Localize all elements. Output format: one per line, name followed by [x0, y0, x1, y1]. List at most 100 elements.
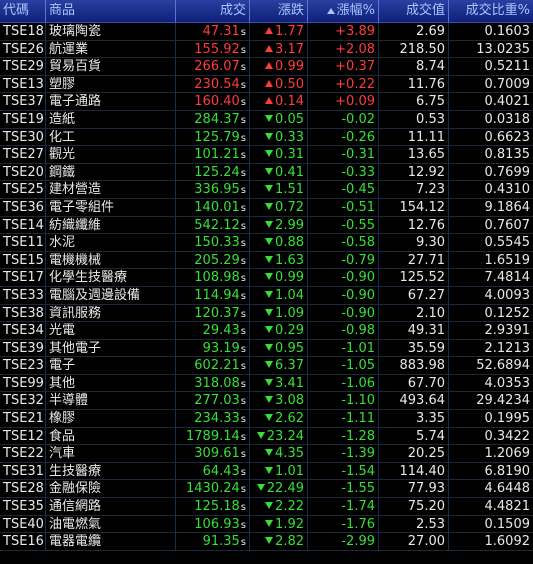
ratio-text: 0.1603 — [484, 24, 531, 39]
table-row[interactable]: TSE40 油電燃氣 106.93s 1.92 -1.76 2.53 0.1509 — [0, 515, 533, 534]
name-text: 電子 — [49, 358, 76, 374]
cell-price: 120.37s — [176, 304, 250, 322]
table-row[interactable]: TSE22 汽車 309.61s 4.35 -1.39 20.25 1.2069 — [0, 445, 533, 463]
cell-code: TSE28 — [0, 480, 46, 498]
table-row[interactable]: TSE32 半導體 277.03s 3.08 -1.10 493.64 29.4234 — [0, 392, 533, 411]
cell-ratio: 0.1252 — [449, 305, 533, 322]
pct-text: -0.98 — [341, 323, 375, 339]
pct-text: +0.09 — [335, 94, 375, 110]
name-text: 建材營造 — [49, 182, 102, 198]
change-text: 3.08 — [275, 393, 304, 409]
cell-price: 101.21s — [176, 146, 250, 163]
cell-pct: +3.89 — [308, 23, 379, 40]
pct-text: -0.58 — [341, 235, 375, 251]
price-text: 140.01 — [194, 199, 240, 215]
table-row[interactable]: TSE33 電腦及週邊設備 114.94s 1.04 -0.90 67.27 4.0093 — [0, 286, 533, 305]
table-row[interactable]: TSE34 光電 29.43s 0.29 -0.98 49.31 2.9391 — [0, 322, 533, 340]
cell-ratio: 7.4814 — [449, 269, 533, 286]
change-text: 0.99 — [275, 270, 304, 286]
price-text: 91.35 — [202, 534, 240, 550]
table-row[interactable]: TSE11 水泥 150.33s 0.88 -0.58 9.30 0.5545 — [0, 234, 533, 252]
table-row[interactable]: TSE37 電子通路 160.40s 0.14 +0.09 6.75 0.4021 — [0, 93, 533, 111]
table-row[interactable]: TSE20 鋼鐵 125.24s 0.41 -0.33 12.92 0.7699 — [0, 163, 533, 182]
cell-code: TSE11 — [0, 234, 46, 251]
table-row[interactable]: TSE38 資訊服務 120.37s 1.09 -0.90 2.10 0.1252 — [0, 304, 533, 323]
change-text: 1.92 — [275, 516, 304, 532]
col-header-ratio[interactable]: 成交比重% — [449, 0, 533, 22]
table-row[interactable]: TSE13 塑膠 230.54s 0.50 +0.22 11.76 0.7009 — [0, 75, 533, 94]
table-row[interactable]: TSE31 生技醫療 64.43s 1.01 -1.54 114.40 6.8190 — [0, 462, 533, 481]
cell-change: 1.92 — [250, 515, 308, 533]
code-text: TSE34 — [3, 323, 44, 339]
name-text: 資訊服務 — [49, 305, 102, 321]
cell-value: 114.40 — [379, 462, 449, 480]
table-row[interactable]: TSE28 金融保險 1430.24s 22.49 -1.55 77.93 4.6448 — [0, 480, 533, 499]
cell-name: 電腦及週邊設備 — [46, 286, 176, 304]
value-text: 883.98 — [399, 358, 446, 374]
table-row[interactable]: TSE25 建材營造 336.95s 1.51 -0.45 7.23 0.4310 — [0, 181, 533, 199]
table-row[interactable]: TSE26 航運業 155.92s 3.17 +2.08 218.50 13.0235 — [0, 40, 533, 59]
cell-ratio: 4.6448 — [449, 480, 533, 497]
table-row[interactable]: TSE99 其他 318.08s 3.41 -1.06 67.70 4.0353 — [0, 374, 533, 393]
table-row[interactable]: TSE12 食品 1789.14s 23.24 -1.28 5.74 0.3422 — [0, 427, 533, 446]
value-text: 11.11 — [407, 129, 445, 145]
cell-ratio: 0.1509 — [449, 516, 533, 533]
table-row[interactable]: TSE35 通信網路 125.18s 2.22 -1.74 75.20 4.4821 — [0, 498, 533, 516]
cell-pct: -1.55 — [308, 480, 379, 498]
code-text: TSE11 — [3, 235, 44, 251]
cell-code: TSE18 — [0, 23, 46, 40]
cell-ratio: 13.0235 — [449, 41, 533, 58]
table-row[interactable]: TSE16 電器電纜 91.35s 2.82 -2.99 27.00 1.6092 — [0, 533, 533, 551]
table-row[interactable]: TSE18 玻璃陶瓷 47.31s 1.77 +3.89 2.69 0.1603 — [0, 23, 533, 41]
table-row[interactable]: TSE30 化工 125.79s 0.33 -0.26 11.11 0.6623 — [0, 128, 533, 147]
price-text: 93.19 — [202, 340, 240, 356]
price-flag: s — [240, 466, 246, 478]
col-header-change[interactable]: 漲跌 — [250, 0, 308, 22]
cell-pct: -0.58 — [308, 234, 379, 251]
table-row[interactable]: TSE27 觀光 101.21s 0.31 -0.31 13.65 0.8135 — [0, 146, 533, 164]
table-row[interactable]: TSE19 造紙 284.37s 0.05 -0.02 0.53 0.0318 — [0, 110, 533, 129]
table-row[interactable]: TSE36 電子零組件 140.01s 0.72 -0.51 154.12 9.1864 — [0, 198, 533, 217]
code-text: TSE38 — [3, 305, 44, 321]
cell-name: 造紙 — [46, 110, 176, 128]
cell-change: 1.51 — [250, 181, 308, 198]
cell-change: 1.01 — [250, 462, 308, 480]
table-row[interactable]: TSE39 其他電子 93.19s 0.95 -1.01 35.59 2.1213 — [0, 339, 533, 358]
name-text: 電機機械 — [49, 252, 102, 268]
change-text: 0.88 — [275, 235, 304, 251]
col-header-code[interactable]: 代碼 — [0, 0, 46, 22]
col-header-value-label: 成交值 — [405, 3, 445, 18]
col-header-name[interactable]: 商品 — [46, 0, 176, 22]
table-row[interactable]: TSE23 電子 602.21s 6.37 -1.05 883.98 52.6894 — [0, 357, 533, 375]
cell-ratio: 0.4310 — [449, 181, 533, 198]
cell-code: TSE26 — [0, 40, 46, 58]
price-flag: s — [240, 414, 246, 426]
code-text: TSE23 — [3, 358, 44, 374]
cell-name: 貿易百貨 — [46, 58, 176, 75]
table-row[interactable]: TSE15 電機機械 205.29s 1.63 -0.79 27.71 1.6519 — [0, 251, 533, 270]
col-header-price[interactable]: 成交 — [176, 0, 250, 22]
name-text: 電腦及週邊設備 — [49, 287, 141, 303]
down-triangle-icon — [265, 326, 274, 334]
cell-pct: -0.02 — [308, 110, 379, 128]
cell-value: 5.74 — [379, 427, 449, 445]
table-row[interactable]: TSE17 化學生技醫療 108.98s 0.99 -0.90 125.52 7.4814 — [0, 269, 533, 287]
table-row[interactable]: TSE29 貿易百貨 266.07s 0.99 +0.37 8.74 0.5211 — [0, 58, 533, 76]
change-text: 0.33 — [275, 129, 304, 145]
pct-text: -0.90 — [341, 270, 375, 286]
ratio-text: 0.7607 — [484, 217, 531, 233]
col-header-pct[interactable]: 漲幅% — [308, 0, 379, 22]
col-header-value[interactable]: 成交值 — [379, 0, 449, 22]
price-text: 64.43 — [202, 463, 240, 479]
table-row[interactable]: TSE21 橡膠 234.33s 2.62 -1.11 3.35 0.1995 — [0, 410, 533, 428]
cell-change: 0.88 — [250, 234, 308, 251]
cell-pct: -0.33 — [308, 163, 379, 181]
table-row[interactable]: TSE14 紡織纖維 542.12s 2.99 -0.55 12.76 0.7607 — [0, 216, 533, 235]
code-text: TSE30 — [3, 129, 44, 145]
cell-pct: -0.90 — [308, 304, 379, 322]
cell-code: TSE21 — [0, 410, 46, 427]
cell-value: 7.23 — [379, 181, 449, 198]
cell-name: 其他電子 — [46, 339, 176, 357]
name-text: 造紙 — [49, 111, 76, 127]
